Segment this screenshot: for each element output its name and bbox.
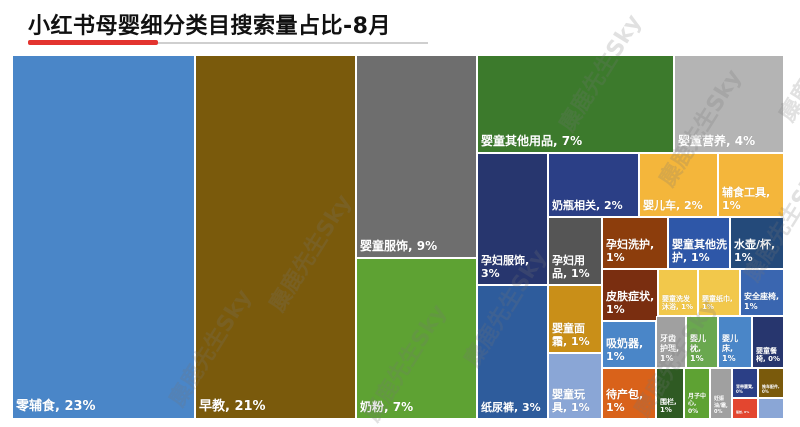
treemap-tile: 婴童纸巾, 1%	[698, 269, 740, 316]
treemap-tile-label: 牙齿护理, 1%	[660, 334, 680, 363]
treemap-tile: 纸尿裤, 3%	[477, 285, 548, 419]
treemap-tile: 婴儿枕, 1%	[686, 316, 718, 368]
treemap-tile: 婴童其他用品, 7%	[477, 55, 674, 153]
treemap-tile-label: 奶粉, 7%	[360, 400, 414, 414]
treemap-tile: 待产包, 1%	[602, 368, 656, 419]
treemap-tile: 吸奶器, 1%	[602, 321, 656, 368]
treemap-tile-label: 孕妇用品, 1%	[552, 253, 590, 281]
treemap-tile: 婴童餐椅, 0%	[752, 316, 784, 368]
treemap-tile-label: 吸奶器, 1%	[606, 336, 644, 364]
treemap-tile-label: 婴儿车, 2%	[643, 199, 703, 213]
treemap-tile-label: 婴童洗发沐浴, 1%	[662, 294, 693, 312]
title-accent-bar	[28, 40, 158, 45]
treemap-tile-label: 妊娠油/霜, 0%	[714, 396, 728, 415]
treemap-tile: 奶粉, 7%	[356, 258, 477, 419]
treemap-tile: 婴儿床, 1%	[718, 316, 752, 368]
treemap-tile-label: 婴童玩具, 1%	[552, 387, 590, 415]
title-divider	[158, 42, 428, 44]
treemap-tile: 婴童玩具, 1%	[548, 353, 602, 419]
treemap-tile-label: 纸尿裤, 3%	[481, 401, 541, 415]
treemap-tile: 婴童营养, 4%	[674, 55, 784, 153]
treemap-tile: 婴童面霜, 1%	[548, 285, 602, 353]
treemap-tile-label: 孕妇服饰, 3%	[481, 253, 530, 281]
treemap-tile-label: 婴童面霜, 1%	[552, 321, 590, 349]
treemap-tile-label: 婴童营养, 4%	[678, 134, 756, 148]
treemap-tile: 围栏, 1%	[656, 368, 684, 419]
treemap-tile	[758, 398, 784, 419]
treemap-tile: 水壶/杯, 1%	[730, 217, 784, 269]
treemap-tile-label: 皮肤症状, 1%	[606, 289, 655, 317]
treemap-tile: 婴儿车, 2%	[639, 153, 718, 217]
treemap-tile-label: 围栏, 1%	[660, 397, 677, 415]
treemap-tile-label: 零辅食, 23%	[16, 398, 96, 414]
treemap-tile-label: 推车配件, 0%	[762, 384, 780, 394]
treemap-tile-label: 婴童其他洗护, 1%	[672, 237, 727, 265]
treemap-tile: 推车配件, 0%	[758, 368, 784, 398]
treemap-tile-label: 月子中心, 0%	[688, 392, 707, 415]
treemap-tile-label: 安全座椅, 1%	[744, 292, 780, 311]
treemap-tile: 孕妇用品, 1%	[548, 217, 602, 285]
treemap-tile: 安全座椅, 1%	[740, 269, 784, 316]
treemap-tile-label: 婴童其他用品, 7%	[481, 134, 583, 148]
treemap-tile: 牙齿护理, 1%	[656, 316, 686, 368]
treemap-tile: 孕妇服饰, 3%	[477, 153, 548, 285]
treemap-tile: 婴童洗发沐浴, 1%	[658, 269, 698, 316]
treemap-tile: 皮肤症状, 1%	[602, 269, 658, 321]
chart-title: 小红书母婴细分类目搜索量占比-8月	[28, 14, 391, 39]
treemap-tile: 婴童服饰, 9%	[356, 55, 477, 258]
treemap-tile-label: 早教, 21%	[199, 398, 266, 414]
treemap-tile-label: 背带腰凳, 0%	[736, 384, 754, 394]
treemap-tile-label: 辅食工具, 1%	[722, 185, 771, 213]
treemap-tile: 孕妇洗护, 1%	[602, 217, 668, 269]
treemap-tile: 辅食工具, 1%	[718, 153, 784, 217]
treemap-tile-label: 待产包, 1%	[606, 387, 644, 415]
treemap-tile: 奶瓶相关, 2%	[548, 153, 639, 217]
treemap-tile: 早教, 21%	[195, 55, 356, 419]
treemap-tile-label: 奶瓶相关, 2%	[552, 199, 623, 213]
treemap-tile: 婴童其他洗护, 1%	[668, 217, 730, 269]
treemap-tile: 背带腰凳, 0%	[732, 368, 758, 398]
treemap-tile: 驱蚊, 0%	[732, 398, 758, 419]
treemap-tile-label: 婴童餐椅, 0%	[756, 346, 780, 364]
treemap-tile-label: 婴童服饰, 9%	[360, 239, 438, 253]
treemap-tile-label: 驱蚊, 0%	[736, 410, 750, 415]
treemap-tile: 月子中心, 0%	[684, 368, 710, 419]
treemap-tile-label: 孕妇洗护, 1%	[606, 237, 655, 265]
treemap-tile: 妊娠油/霜, 0%	[710, 368, 732, 419]
treemap-tile: 零辅食, 23%	[12, 55, 195, 419]
treemap-tile-label: 婴儿床, 1%	[722, 334, 738, 363]
treemap-tile-label: 水壶/杯, 1%	[734, 237, 776, 265]
treemap-tile-label: 婴童纸巾, 1%	[702, 294, 733, 312]
treemap-tile-label: 婴儿枕, 1%	[690, 334, 706, 363]
